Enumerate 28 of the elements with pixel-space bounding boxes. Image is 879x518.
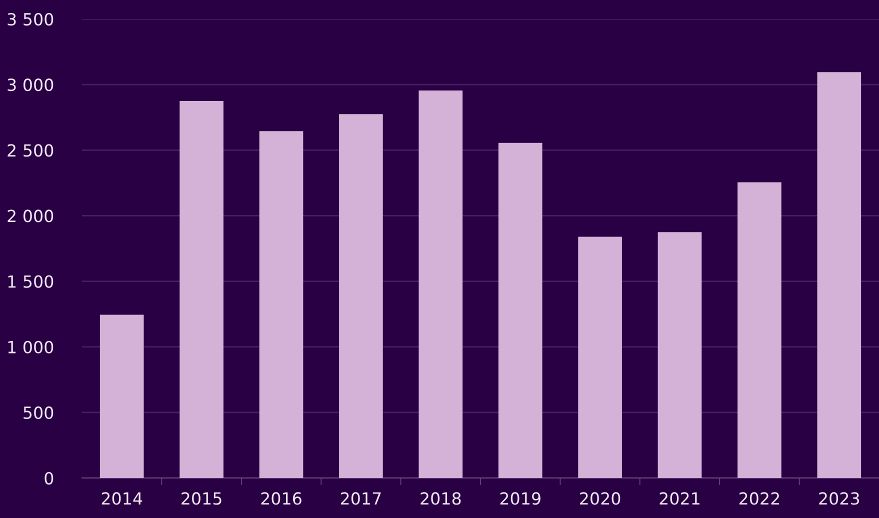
y-tick-label: 2 500 [8, 144, 54, 157]
bar [578, 236, 622, 478]
x-tick-label: 2019 [500, 492, 540, 505]
y-tick-label: 3 500 [8, 12, 54, 26]
bar [100, 314, 144, 478]
x-tick-label: 2023 [819, 492, 860, 505]
bar [817, 72, 862, 478]
x-tick-label: 2020 [580, 492, 620, 505]
bar [498, 142, 542, 478]
x-tick-label: 2021 [660, 492, 700, 505]
bar [738, 182, 782, 478]
y-tick-label: 1 000 [8, 340, 54, 354]
x-tick-label: 2014 [102, 492, 142, 505]
y-tick-label: 2 000 [8, 210, 54, 222]
x-tick-label: 2016 [261, 492, 302, 505]
y-tick-label: 500 [24, 406, 54, 419]
y-tick-label: 3 000 [8, 78, 54, 92]
x-tick-label: 2015 [182, 492, 222, 505]
y-tick-label: 1 500 [8, 275, 54, 288]
x-tick-label: 2018 [420, 492, 461, 505]
bar [259, 131, 304, 478]
y-tick-label: 0 [44, 472, 54, 485]
bar [339, 114, 383, 478]
bar [658, 232, 702, 478]
bar [418, 90, 463, 478]
x-tick-label: 2017 [340, 492, 381, 505]
x-tick-label: 2022 [739, 492, 779, 505]
bar [180, 100, 224, 478]
